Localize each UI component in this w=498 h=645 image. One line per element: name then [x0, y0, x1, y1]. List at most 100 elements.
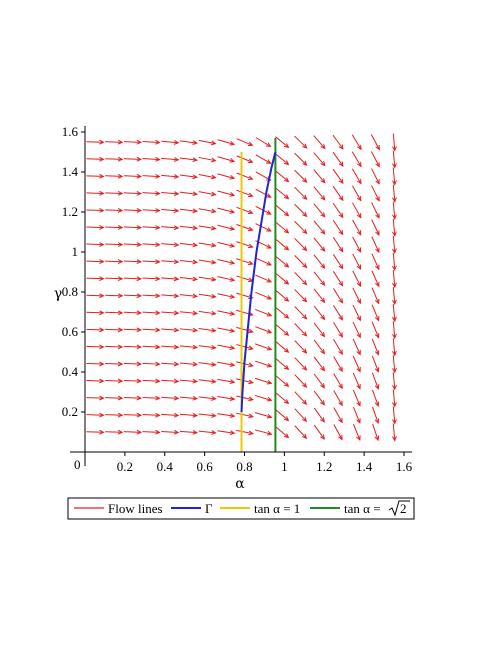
flow-arrow [255, 291, 273, 300]
flow-arrow [198, 208, 217, 214]
flow-arrow [352, 253, 362, 270]
flow-arrow [123, 395, 142, 401]
flow-arrow [313, 237, 326, 252]
flow-arrow [198, 191, 217, 197]
y-axis-label: γ [54, 286, 62, 302]
flow-arrow [142, 156, 161, 162]
flow-arrow [198, 430, 217, 435]
legend-label-flow: Flow lines [108, 501, 163, 516]
flow-arrow [86, 378, 105, 384]
flow-arrow [333, 373, 343, 390]
flow-arrow [332, 271, 344, 287]
flow-arrow [198, 310, 217, 316]
sqrt-symbol: 2 [388, 500, 410, 517]
flow-arrow [352, 406, 361, 424]
flow-arrow [370, 151, 380, 168]
flow-arrow [313, 135, 326, 150]
flow-arrow [371, 202, 380, 219]
flow-arrow [86, 139, 105, 145]
flow-arrow [142, 310, 161, 316]
flow-arrow [294, 169, 308, 183]
flow-arrow [372, 423, 380, 442]
flow-arrow [179, 310, 199, 316]
flow-arrow [371, 270, 380, 288]
flow-arrow [236, 429, 254, 436]
flow-arrow [332, 168, 344, 184]
flow-arrow [392, 167, 397, 186]
flow-arrow [352, 185, 362, 202]
flow-arrow [179, 208, 199, 214]
flow-arrow [294, 289, 308, 303]
flow-arrow [123, 429, 142, 435]
flow-arrow [352, 304, 361, 322]
flow-arrow [86, 293, 105, 299]
flow-arrow [275, 136, 290, 149]
flow-arrow [313, 254, 326, 269]
flow-arrow [105, 156, 124, 162]
flow-arrow [275, 392, 290, 405]
flow-arrow [86, 173, 105, 179]
flow-arrow [392, 287, 397, 306]
flow-arrow [217, 207, 236, 214]
flow-arrow [142, 173, 161, 179]
flow-arrow [86, 395, 105, 401]
flow-arrow [313, 322, 326, 338]
flow-arrow [198, 139, 217, 146]
legend-label-tan2: tan α = [344, 501, 384, 516]
flow-arrow [161, 225, 180, 231]
flow-arrow [236, 172, 254, 181]
flow-arrow [105, 242, 124, 247]
flow-arrow [86, 207, 105, 213]
x-tick-label: 0.6 [197, 459, 214, 474]
flow-arrow [142, 412, 161, 418]
flow-arrow [294, 254, 308, 269]
flow-arrow [313, 339, 326, 355]
flow-arrow [198, 293, 217, 299]
flow-arrow [161, 429, 180, 435]
flow-arrow [351, 134, 362, 151]
x-tick-label: 0.4 [157, 459, 174, 474]
flow-arrow [105, 395, 124, 401]
flow-arrow [352, 321, 361, 339]
flow-arrow [392, 338, 397, 357]
flow-arrow [179, 395, 199, 401]
flow-arrow [275, 409, 290, 422]
flow-arrow [294, 425, 308, 440]
curves [240, 138, 277, 452]
flow-arrow [332, 288, 344, 304]
flow-arrow [198, 413, 217, 418]
flow-arrow [217, 310, 236, 316]
flow-arrow [275, 289, 290, 302]
flow-arrow [294, 203, 308, 218]
flow-arrow [142, 293, 161, 299]
flow-arrow [179, 242, 199, 248]
flow-arrow [123, 242, 142, 247]
flow-arrow [333, 305, 344, 321]
flow-arrow [254, 394, 273, 402]
y-tick-label: 0.2 [62, 404, 78, 419]
flow-arrow [105, 190, 124, 196]
flow-arrow [179, 225, 199, 231]
flow-arrow [392, 150, 397, 169]
flow-arrow [142, 429, 161, 435]
flow-arrow [105, 412, 124, 418]
flow-arrow [123, 327, 142, 333]
flow-arrow [333, 356, 343, 373]
flow-arrow [105, 310, 124, 316]
flow-arrow [371, 372, 380, 390]
flow-arrow [294, 408, 308, 423]
flow-arrow [275, 340, 290, 353]
flow-arrow [217, 173, 236, 180]
flow-arrow [123, 225, 142, 230]
flow-arrow [217, 293, 236, 299]
flow-arrow [255, 274, 273, 283]
flow-arrow [275, 221, 290, 234]
flow-arrow [332, 134, 344, 150]
flow-arrow [86, 310, 105, 316]
flow-arrow [161, 174, 180, 179]
flow-arrow [371, 168, 380, 185]
flow-arrow [313, 424, 325, 440]
flow-arrow [392, 355, 397, 374]
flow-arrow [161, 293, 180, 299]
flow-arrow [123, 173, 142, 179]
